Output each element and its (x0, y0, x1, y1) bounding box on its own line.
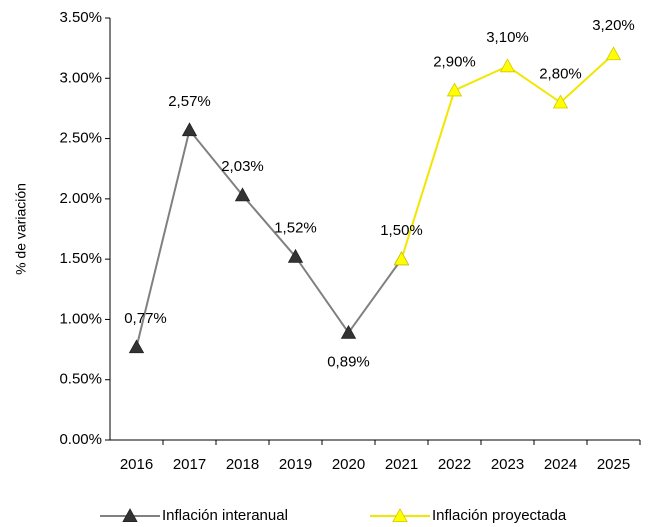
y-tick-label: 2.50% (59, 130, 102, 147)
marker (393, 251, 410, 266)
data-label: 2,90% (433, 53, 476, 70)
y-tick-label: 3.50% (59, 9, 102, 26)
legend-label: Inflación interanual (162, 507, 288, 524)
data-label: 1,52% (274, 220, 317, 237)
y-axis-label: % de variación (13, 183, 29, 275)
x-tick-label: 2018 (226, 456, 259, 473)
marker (552, 94, 569, 109)
series-line (135, 127, 403, 348)
x-tick-label: 2021 (385, 456, 418, 473)
x-tick-label: 2017 (173, 456, 206, 473)
x-tick-label: 2016 (120, 456, 153, 473)
marker (446, 82, 463, 97)
marker (287, 248, 304, 263)
y-tick-label: 0.50% (59, 371, 102, 388)
data-label: 2,03% (221, 158, 264, 175)
data-label: 3,20% (592, 17, 635, 34)
marker (234, 187, 251, 202)
data-label: 2,57% (168, 93, 211, 110)
data-label: 0,77% (124, 310, 167, 327)
y-tick-label: 2.00% (59, 190, 102, 207)
x-tick-label: 2022 (438, 456, 471, 473)
series-line (400, 53, 615, 260)
x-tick-label: 2025 (597, 456, 630, 473)
legend-label: Inflación proyectada (432, 507, 567, 524)
data-label: 0,89% (327, 354, 370, 371)
legend-marker (392, 508, 408, 522)
y-tick-label: 0.00% (59, 431, 102, 448)
marker (340, 324, 357, 339)
x-tick-label: 2020 (332, 456, 365, 473)
marker (605, 46, 622, 61)
y-tick-label: 1.00% (59, 310, 102, 327)
y-tick-label: 3.00% (59, 69, 102, 86)
y-tick-label: 1.50% (59, 250, 102, 267)
x-tick-label: 2024 (544, 456, 577, 473)
marker (499, 58, 516, 73)
data-label: 2,80% (539, 65, 582, 82)
data-label: 3,10% (486, 29, 529, 46)
legend-marker (122, 508, 138, 522)
data-label: 1,50% (380, 222, 423, 239)
x-tick-label: 2019 (279, 456, 312, 473)
marker (181, 122, 198, 137)
x-tick-label: 2023 (491, 456, 524, 473)
marker (128, 339, 145, 354)
